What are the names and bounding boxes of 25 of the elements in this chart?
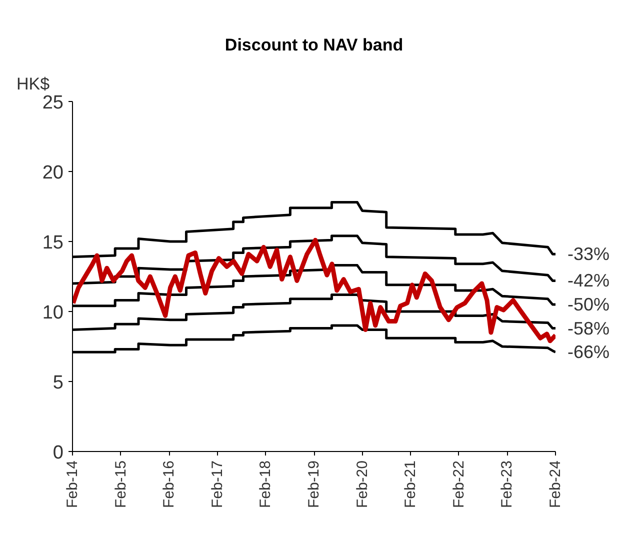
series-label: -66%	[568, 342, 610, 362]
y-tick-label: 15	[42, 232, 64, 254]
series-label: -58%	[568, 318, 610, 338]
x-tick-label: Feb-14	[64, 460, 81, 508]
y-tick-label: 0	[52, 442, 64, 464]
x-tick-label: Feb-19	[306, 460, 322, 508]
x-tick-label: Feb-20	[354, 460, 371, 508]
x-tick-label: Feb-24	[547, 460, 564, 508]
line-series	[72, 238, 556, 344]
x-tick-label: Feb-18	[257, 460, 274, 508]
x-tick-label: Feb-21	[402, 460, 420, 508]
x-tick-label: Feb-16	[160, 460, 178, 508]
y-tick-label: 10	[42, 302, 64, 324]
series-label: -50%	[568, 294, 610, 314]
x-tick-label: Feb-17	[208, 460, 226, 508]
y-tick-label: 20	[42, 162, 64, 184]
y-tick-label: 25	[42, 92, 64, 114]
y-tick-label: 5	[52, 372, 64, 394]
series-label: -33%	[568, 244, 610, 264]
x-tick-label: Feb-22	[450, 460, 468, 508]
series-label: -42%	[568, 270, 610, 291]
x-tick-label: Feb-15	[112, 460, 130, 508]
x-tick-label: Feb-23	[498, 460, 516, 508]
chart-title: Discount to NAV band	[224, 36, 404, 54]
y-axis-title: HK$	[16, 74, 50, 94]
